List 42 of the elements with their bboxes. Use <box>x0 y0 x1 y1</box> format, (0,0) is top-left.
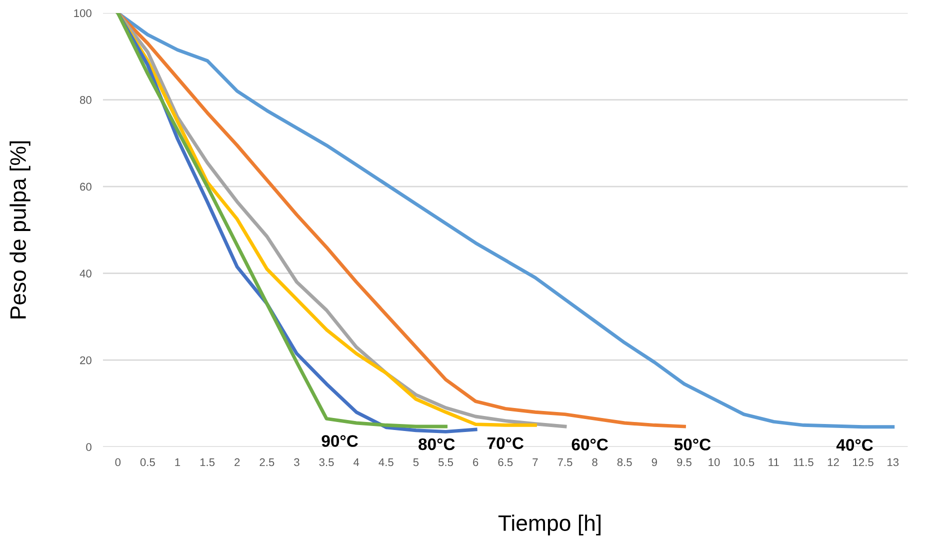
series-label: 90°C <box>322 435 358 447</box>
line-series <box>116 12 686 428</box>
x-tick-label: 4.5 <box>378 458 394 466</box>
x-tick-label: 12 <box>828 458 839 466</box>
x-tick-label: 0 <box>115 458 121 466</box>
x-tick-label: 8 <box>592 458 598 466</box>
y-tick-label: 20 <box>80 356 92 364</box>
series-label: 40°C <box>836 439 873 451</box>
x-tick-label: 6.5 <box>498 458 513 466</box>
x-tick-label: 7 <box>532 458 538 466</box>
x-tick-label: 1 <box>175 458 180 466</box>
x-tick-label: 7.5 <box>558 458 572 466</box>
x-tick-label: 4 <box>354 458 360 466</box>
x-tick-label: 3.5 <box>319 458 334 466</box>
series-label: 80°C <box>418 438 455 450</box>
y-tick-label: 60 <box>80 182 92 191</box>
x-tick-label: 5.5 <box>438 458 454 466</box>
y-tick-label: 40 <box>80 270 92 278</box>
x-axis-title: Tiempo [h] <box>498 514 600 536</box>
x-tick-label: 8.5 <box>617 458 632 466</box>
x-tick-label: 6 <box>473 458 478 466</box>
y-tick-label: 0 <box>86 443 92 451</box>
y-tick-label: 80 <box>80 96 92 104</box>
y-axis-title: Peso de pulpa [%] <box>10 141 30 318</box>
x-tick-label: 11 <box>768 458 779 466</box>
x-tick-label: 9 <box>652 458 657 466</box>
x-tick-label: 0.5 <box>140 458 155 466</box>
x-tick-label: 11.5 <box>794 458 814 466</box>
x-tick-label: 12.5 <box>853 458 874 466</box>
x-tick-label: 10 <box>708 458 720 466</box>
x-tick-label: 2.5 <box>260 458 274 466</box>
x-tick-label: 1.5 <box>200 458 215 466</box>
series-label: 50°C <box>674 438 711 450</box>
x-tick-label: 5 <box>413 458 419 466</box>
series-label: 70°C <box>487 437 524 450</box>
x-tick-label: 3 <box>294 458 300 466</box>
series-label: 60°C <box>572 438 608 450</box>
x-tick-label: 2 <box>234 458 240 466</box>
x-tick-label: 10.5 <box>734 458 754 466</box>
x-tick-label: 9.5 <box>677 458 692 466</box>
y-tick-label: 100 <box>74 9 92 18</box>
x-tick-label: 13 <box>888 458 899 466</box>
